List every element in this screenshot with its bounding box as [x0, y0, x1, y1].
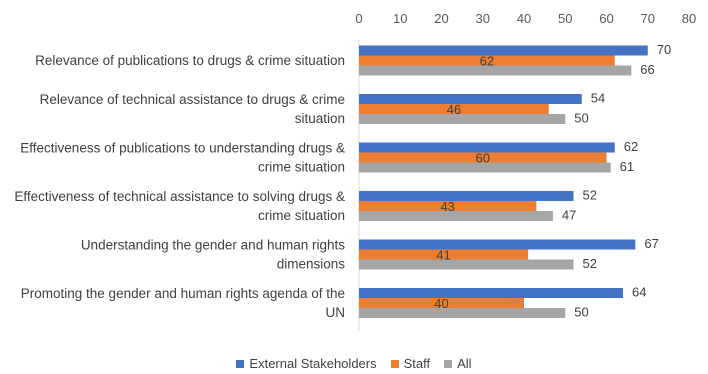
category-label: Relevance of technical assistance to dru… — [40, 92, 345, 107]
bar-all — [359, 162, 611, 173]
bar-staff — [359, 249, 529, 260]
x-tick-label: 0 — [355, 11, 362, 26]
data-label: 64 — [632, 285, 646, 300]
data-label: 50 — [574, 305, 588, 320]
legend-swatch — [390, 360, 399, 368]
legend-swatch — [236, 360, 245, 368]
bar-all — [359, 211, 553, 221]
legend-label: External Stakeholders — [249, 356, 377, 371]
data-label: 67 — [644, 236, 658, 251]
x-tick-label: 50 — [558, 11, 572, 26]
category-label: Effectiveness of technical assistance to… — [14, 189, 345, 204]
bar-staff — [359, 201, 537, 211]
bar-all — [359, 308, 566, 318]
data-label: 70 — [657, 42, 671, 57]
category-label: situation — [295, 111, 345, 126]
bar-all — [359, 65, 632, 76]
data-label: 62 — [480, 54, 494, 69]
x-tick-label: 30 — [476, 11, 490, 26]
legend: External Stakeholders Staff All — [0, 356, 708, 371]
category-label: Relevance of publications to drugs & cri… — [35, 53, 345, 68]
category-label: crime situation — [258, 160, 345, 175]
category-label: Understanding the gender and human right… — [81, 238, 345, 253]
data-label: 50 — [574, 111, 588, 126]
bar-external-stakeholders — [359, 142, 615, 153]
bar-external-stakeholders — [359, 191, 574, 201]
legend-item: All — [444, 356, 472, 371]
legend-label: Staff — [403, 356, 431, 371]
bar-external-stakeholders — [359, 45, 648, 56]
data-label: 62 — [624, 139, 638, 154]
data-label: 46 — [447, 102, 461, 117]
legend-item: Staff — [390, 356, 431, 371]
x-tick-label: 20 — [434, 11, 448, 26]
legend-item: External Stakeholders — [236, 356, 377, 371]
data-label: 43 — [440, 199, 454, 214]
legend-label: All — [457, 356, 472, 371]
x-tick-label: 10 — [393, 11, 407, 26]
category-label: dimensions — [277, 257, 346, 272]
bar-external-stakeholders — [359, 94, 582, 104]
x-tick-label: 40 — [517, 11, 531, 26]
x-tick-label: 80 — [682, 11, 696, 26]
bar-staff — [359, 152, 607, 163]
category-label: Effectiveness of publications to underst… — [20, 141, 345, 156]
data-label: 61 — [620, 159, 634, 174]
bar-all — [359, 259, 574, 270]
bar-external-stakeholders — [359, 239, 636, 250]
bar-staff — [359, 55, 615, 66]
category-label: Promoting the gender and human rights ag… — [21, 286, 345, 301]
bar-staff — [359, 104, 549, 114]
data-label: 40 — [434, 296, 448, 311]
legend-swatch — [444, 360, 453, 368]
data-label: 41 — [436, 248, 450, 263]
bar-chart: 0 10 20 30 40 50 60 70 80 Relevance of publicatio… — [14, 11, 696, 331]
category-label: UN — [326, 305, 346, 320]
x-tick-label: 60 — [599, 11, 613, 26]
bar-external-stakeholders — [359, 288, 623, 298]
category-label: crime situation — [258, 208, 345, 223]
data-label: 52 — [583, 188, 597, 203]
data-label: 66 — [640, 62, 654, 77]
data-label: 60 — [476, 151, 490, 166]
bar-all — [359, 114, 566, 124]
data-label: 52 — [583, 256, 597, 271]
data-label: 47 — [562, 208, 576, 223]
x-tick-label: 70 — [641, 11, 655, 26]
bar-staff — [359, 298, 524, 308]
data-label: 54 — [591, 91, 605, 106]
